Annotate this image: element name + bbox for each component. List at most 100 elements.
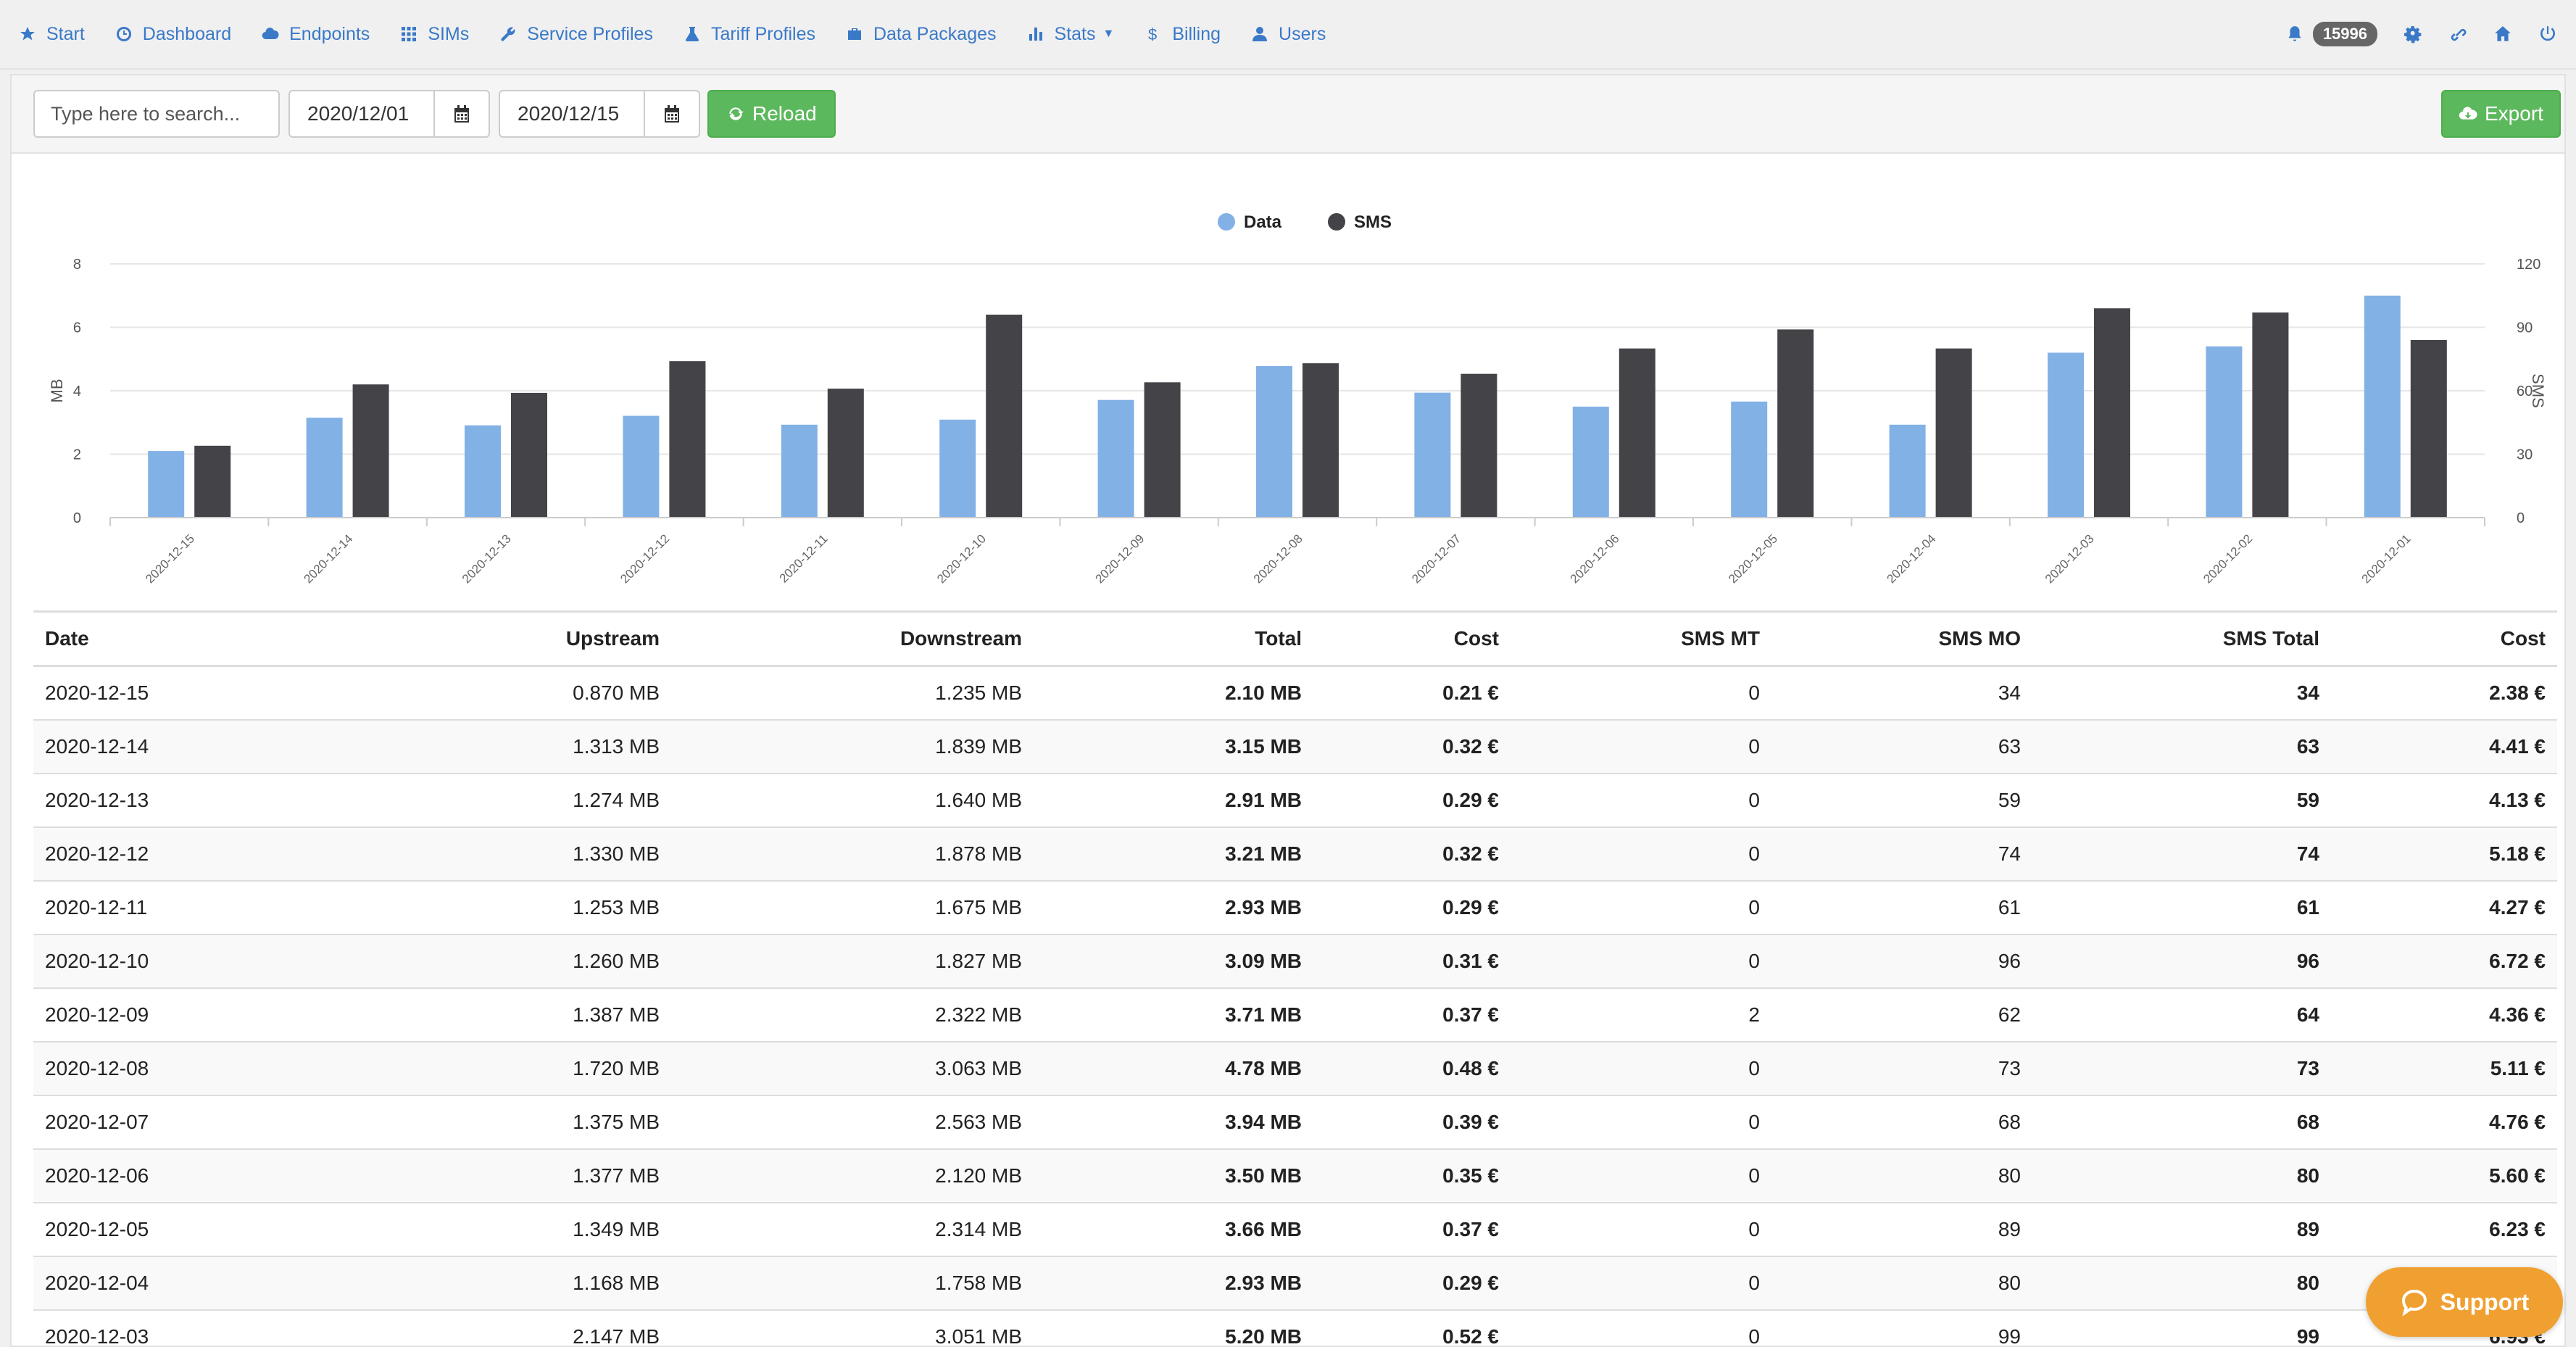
column-header[interactable]: Total [1034,610,1313,667]
sms-bar [1935,348,1972,518]
table-cell: 0 [1511,1095,1771,1150]
chart-bars [148,295,2447,518]
table-row: 2020-12-04 1.168 MB 1.758 MB 2.93 MB 0.29 €0… [33,1256,2557,1311]
date-to-field[interactable] [499,90,644,138]
y2-axis-title: SMS [2529,373,2547,408]
nav-data-packages-label: Data Packages [873,23,997,44]
refresh-icon [729,107,744,120]
column-header[interactable]: SMS Total [2032,610,2331,667]
column-header[interactable]: Cost [2331,610,2557,667]
sms-bar [2094,308,2130,518]
table-cell: 2020-12-08 [33,1042,222,1096]
table-cell: 4.78 MB [1034,1042,1313,1096]
sms-bar [1302,363,1339,518]
table-cell: 0 [1511,1042,1771,1096]
table-cell: 3.15 MB [1034,720,1313,774]
x-tick-label: 2020-12-05 [1726,531,1780,586]
column-header[interactable]: Cost [1313,610,1511,667]
notification-count-badge: 15996 [2312,22,2377,46]
link-button[interactable] [2448,25,2467,43]
data-bar [2048,352,2084,518]
date-from-picker [288,90,490,138]
table-cell: 80 [2032,1256,2331,1311]
y2-tick-label: 60 [2517,384,2533,399]
column-header[interactable]: Date [33,610,222,667]
nav-data-packages[interactable]: Data Packages [846,24,997,45]
nav-start[interactable]: Start [19,24,85,45]
sms-bar [986,315,1023,518]
table-cell: 0.870 MB [222,666,671,721]
calendar-icon [454,105,469,123]
table-cell: 1.720 MB [222,1042,671,1096]
table-cell: 73 [1771,1042,2032,1096]
notifications-button[interactable]: 15996 [2285,22,2377,46]
x-tick-label: 2020-12-03 [2043,531,2097,586]
date-from-calendar-button[interactable] [433,90,490,138]
table-cell: 5.11 € [2331,1042,2557,1096]
column-header[interactable]: SMS MO [1771,610,2032,667]
table-cell: 63 [2032,720,2331,774]
table-cell: 2020-12-14 [33,720,222,774]
x-tick-label: 2020-12-13 [460,531,514,586]
table-cell: 2.38 € [2331,666,2557,721]
table-cell: 89 [2032,1203,2331,1257]
y2-tick-label: 120 [2517,257,2540,273]
nav-service-profiles[interactable]: Service Profiles [499,24,653,45]
export-button[interactable]: Export [2441,90,2561,138]
cloud-icon [262,28,279,40]
y-tick-label: 8 [73,257,81,273]
nav-billing-label: Billing [1172,23,1221,44]
sms-bar [194,445,231,518]
table-cell: 61 [2032,881,2331,935]
legend-label: Data [1244,212,1282,232]
x-tick-label: 2020-12-02 [2201,531,2255,586]
table-row: 2020-12-12 1.330 MB 1.878 MB 3.21 MB 0.32 €0… [33,827,2557,882]
column-header[interactable]: SMS MT [1511,610,1771,667]
settings-button[interactable] [2403,25,2422,43]
table-cell: 3.063 MB [671,1042,1034,1096]
table-cell: 99 [2032,1310,2331,1346]
x-tick-label: 2020-12-11 [777,531,831,585]
table-cell: 0 [1511,881,1771,935]
chart-y2-axis: 0 30 60 90 120 SMS [2517,257,2547,526]
column-header[interactable]: Downstream [671,610,1034,667]
dollar-icon: $ [1148,25,1157,43]
reload-button[interactable]: Reload [707,90,836,138]
nav-dashboard[interactable]: Dashboard [115,24,231,45]
table-cell: 4.27 € [2331,881,2557,935]
table-cell: 4.13 € [2331,774,2557,828]
table-cell: 89 [1771,1203,2032,1257]
home-button[interactable] [2493,25,2512,43]
table-cell: 0.29 € [1313,881,1511,935]
nav-billing[interactable]: $ Billing [1144,24,1221,45]
search-input[interactable] [33,90,280,138]
table-cell: 0.52 € [1313,1310,1511,1346]
data-bar [1097,399,1134,518]
x-tick-label: 2020-12-01 [2359,531,2414,586]
table-cell: 0 [1511,1203,1771,1257]
table-cell: 1.675 MB [671,881,1034,935]
date-from-field[interactable] [288,90,433,138]
y-tick-label: 6 [73,320,81,336]
column-header[interactable]: Upstream [222,610,671,667]
nav-users[interactable]: Users [1251,24,1326,45]
nav-stats[interactable]: Stats ▼ [1027,24,1114,45]
data-bar [1889,424,1926,518]
table-cell: 1.387 MB [222,988,671,1043]
table-cell: 2020-12-10 [33,934,222,989]
flask-icon [685,27,699,41]
table-cell: 96 [1771,934,2032,989]
table-cell: 2.147 MB [222,1310,671,1346]
table-cell: 1.640 MB [671,774,1034,828]
nav-tariff-profiles[interactable]: Tariff Profiles [684,24,815,45]
nav-endpoints[interactable]: Endpoints [262,24,370,45]
table-cell: 1.313 MB [222,720,671,774]
table-cell: 1.349 MB [222,1203,671,1257]
nav-sims[interactable]: SIMs [400,24,469,45]
x-tick-label: 2020-12-04 [1884,531,1938,586]
date-to-calendar-button[interactable] [644,90,700,138]
logout-button[interactable] [2538,25,2557,43]
grid-icon [402,27,417,41]
support-button[interactable]: Support [2366,1267,2563,1337]
data-bar [1731,401,1768,518]
